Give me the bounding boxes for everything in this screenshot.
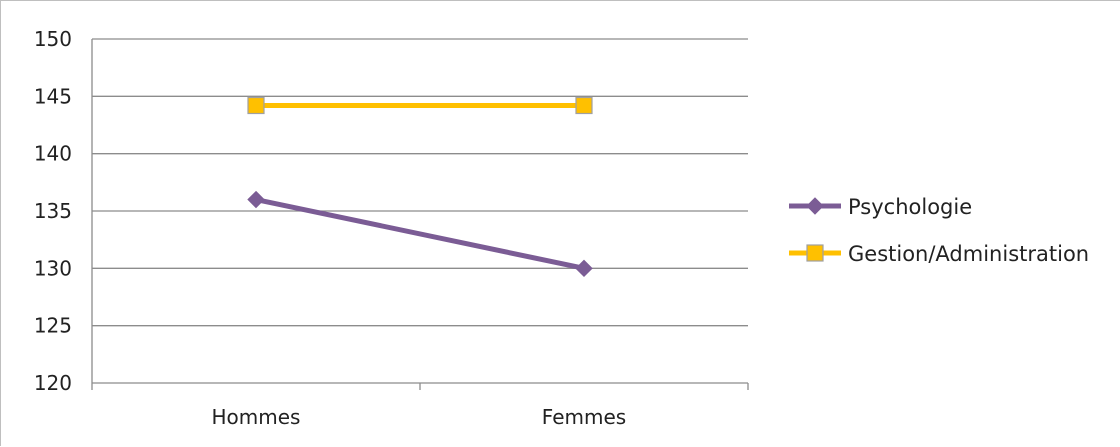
y-tick-label-140: 140 xyxy=(34,142,72,166)
legend-marker-gestion-administration xyxy=(806,244,824,262)
y-tick-label-130: 130 xyxy=(34,256,72,280)
series-line-psychologie xyxy=(255,197,585,271)
x-tick-label-femmes: Femmes xyxy=(542,405,626,429)
data-point-gestion-administration-femmes xyxy=(575,96,593,115)
legend-marker-psychologie xyxy=(806,197,824,215)
y-axis-tick-labels: 120 125 130 135 140 145 150 xyxy=(34,27,72,395)
x-axis-tick-labels: Hommes Femmes xyxy=(212,405,627,429)
y-tick-label-150: 150 xyxy=(34,27,72,51)
y-tick-label-120: 120 xyxy=(34,371,72,395)
legend-label-psychologie: Psychologie xyxy=(848,195,972,219)
axes xyxy=(91,39,749,390)
data-point-psychologie-femmes xyxy=(575,259,593,278)
legend-label-gestion-administration: Gestion/Administration xyxy=(848,242,1089,266)
legend: Psychologie Gestion/Administration xyxy=(789,195,1089,266)
x-tick-label-hommes: Hommes xyxy=(212,405,301,429)
y-tick-label-125: 125 xyxy=(34,314,72,338)
data-point-gestion-administration-hommes xyxy=(247,96,265,115)
data-point-psychologie-hommes xyxy=(247,190,265,209)
y-tick-label-145: 145 xyxy=(34,84,72,108)
series xyxy=(247,96,593,278)
gridlines xyxy=(92,38,748,384)
y-tick-label-135: 135 xyxy=(34,199,72,223)
